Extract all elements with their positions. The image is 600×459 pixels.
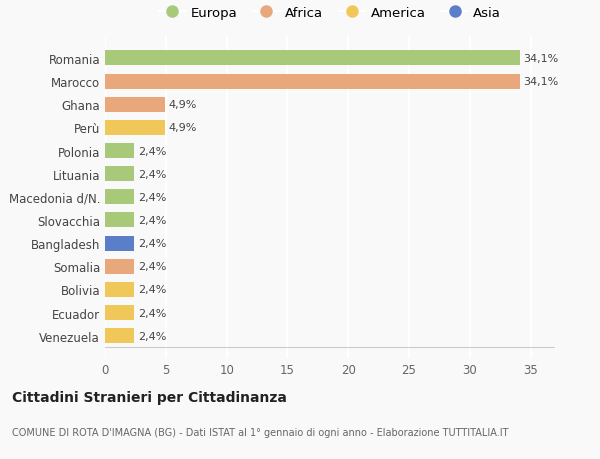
Text: Cittadini Stranieri per Cittadinanza: Cittadini Stranieri per Cittadinanza <box>12 390 287 404</box>
Text: 2,4%: 2,4% <box>138 146 166 156</box>
Text: 34,1%: 34,1% <box>523 77 559 87</box>
Text: 2,4%: 2,4% <box>138 215 166 225</box>
Bar <box>105 74 520 90</box>
Text: 34,1%: 34,1% <box>523 54 559 64</box>
Text: 2,4%: 2,4% <box>138 331 166 341</box>
Bar <box>105 51 520 67</box>
Bar <box>105 121 164 135</box>
Bar <box>105 190 134 205</box>
Bar <box>105 282 134 297</box>
Bar <box>105 259 134 274</box>
Text: 2,4%: 2,4% <box>138 262 166 272</box>
Bar <box>105 305 134 320</box>
Text: 4,9%: 4,9% <box>168 123 197 133</box>
Text: COMUNE DI ROTA D'IMAGNA (BG) - Dati ISTAT al 1° gennaio di ogni anno - Elaborazi: COMUNE DI ROTA D'IMAGNA (BG) - Dati ISTA… <box>12 427 509 437</box>
Bar <box>105 167 134 182</box>
Text: 2,4%: 2,4% <box>138 308 166 318</box>
Bar <box>105 144 134 159</box>
Text: 4,9%: 4,9% <box>168 100 197 110</box>
Bar <box>105 97 164 112</box>
Text: 2,4%: 2,4% <box>138 239 166 248</box>
Bar <box>105 213 134 228</box>
Bar <box>105 328 134 343</box>
Text: 2,4%: 2,4% <box>138 285 166 295</box>
Legend: Europa, Africa, America, Asia: Europa, Africa, America, Asia <box>154 1 506 25</box>
Bar <box>105 236 134 251</box>
Text: 2,4%: 2,4% <box>138 169 166 179</box>
Text: 2,4%: 2,4% <box>138 192 166 202</box>
